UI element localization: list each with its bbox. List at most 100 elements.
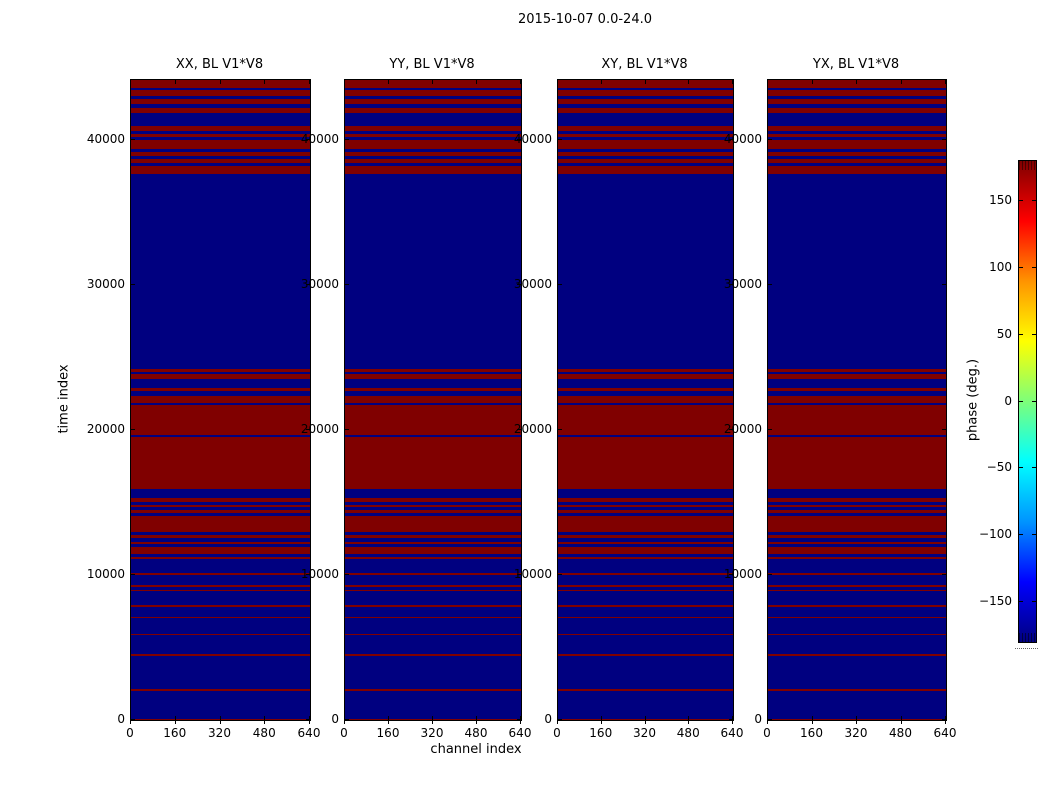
- colorbar-tick-mark: [1032, 534, 1036, 536]
- x-tick-label: 0: [763, 726, 771, 740]
- x-tick-mark: [264, 80, 266, 84]
- y-tick-mark: [558, 574, 562, 575]
- phase-band: [131, 589, 310, 592]
- phase-band: [131, 505, 310, 508]
- y-tick-mark: [517, 429, 521, 430]
- phase-band: [131, 633, 310, 636]
- phase-band: [558, 556, 733, 560]
- phase-band: [558, 515, 733, 532]
- heatmap-panel: [344, 79, 522, 721]
- x-tick-label: 480: [889, 726, 912, 740]
- x-tick-mark: [856, 80, 857, 84]
- phase-band: [558, 107, 733, 113]
- colorbar-segment-hatch-bottom: [1019, 633, 1036, 642]
- phase-band: [768, 547, 946, 555]
- phase-band: [768, 80, 946, 88]
- phase-band: [345, 395, 521, 403]
- phase-band: [768, 404, 946, 435]
- x-tick-mark: [520, 721, 521, 724]
- phase-band: [768, 653, 946, 656]
- phase-band: [345, 589, 521, 592]
- x-tick-label: 480: [252, 726, 276, 740]
- colorbar-tick-mark: [1019, 600, 1023, 602]
- phase-band: [768, 98, 946, 104]
- phase-band: [768, 572, 946, 575]
- phase-band: [558, 718, 733, 720]
- phase-band: [131, 404, 310, 435]
- colorbar-tick-mark: [1019, 200, 1023, 202]
- phase-band: [131, 535, 310, 539]
- phase-band: [558, 98, 733, 104]
- x-tick-mark: [688, 80, 690, 84]
- colorbar-tick-mark: [1019, 467, 1023, 469]
- x-tick-mark: [432, 80, 433, 84]
- phase-band: [131, 98, 310, 104]
- x-tick-mark: [309, 716, 310, 720]
- phase-band: [345, 541, 521, 545]
- x-tick-mark: [476, 716, 477, 720]
- phase-band: [558, 498, 733, 502]
- y-tick-mark: [517, 284, 521, 286]
- heatmap-panel: [767, 79, 947, 721]
- x-tick-mark: [945, 80, 946, 84]
- y-tick-mark: [517, 574, 521, 575]
- phase-band: [345, 151, 521, 157]
- y-tick-mark: [558, 429, 562, 430]
- phase-band: [768, 605, 946, 607]
- phase-band: [345, 547, 521, 555]
- x-tick-mark: [557, 721, 558, 724]
- heatmap-panel: [557, 79, 734, 721]
- x-tick-mark: [811, 721, 813, 724]
- phase-band: [131, 585, 310, 587]
- colorbar-tick-mark: [1032, 266, 1036, 268]
- phase-band: [131, 90, 310, 97]
- y-tick-mark: [729, 139, 733, 141]
- x-tick-mark: [767, 716, 768, 720]
- x-tick-label: 320: [633, 726, 656, 740]
- x-tick-mark: [557, 80, 558, 84]
- phase-band: [558, 633, 733, 636]
- phase-band: [558, 90, 733, 97]
- colorbar-tick-mark: [1019, 266, 1023, 268]
- x-tick-label: 320: [844, 726, 868, 740]
- x-tick-mark: [130, 80, 131, 84]
- x-tick-mark: [732, 721, 733, 724]
- y-tick-mark: [345, 429, 349, 430]
- x-tick-label: 640: [720, 726, 744, 740]
- x-tick-mark: [945, 721, 946, 724]
- phase-band: [768, 633, 946, 636]
- figure-suptitle: 2015-10-07 0.0-24.0: [518, 12, 652, 27]
- phase-band: [345, 368, 521, 372]
- phase-band: [131, 388, 310, 392]
- x-tick-mark: [344, 716, 345, 720]
- phase-band: [345, 98, 521, 104]
- y-tick-label: 10000: [513, 567, 552, 581]
- phase-band: [131, 498, 310, 502]
- x-tick-label: 480: [464, 726, 488, 740]
- y-tick-mark: [768, 429, 772, 430]
- y-tick-mark: [131, 139, 135, 141]
- colorbar-tick-mark: [1019, 333, 1023, 335]
- y-tick-mark: [729, 429, 733, 430]
- phase-band: [345, 605, 521, 607]
- phase-band: [345, 653, 521, 656]
- phase-band: [768, 510, 946, 513]
- y-tick-mark: [131, 574, 135, 575]
- phase-band: [131, 80, 310, 88]
- colorbar: [1018, 160, 1037, 643]
- x-tick-mark: [174, 80, 176, 84]
- phase-band: [558, 589, 733, 592]
- phase-band: [345, 572, 521, 575]
- phase-band: [768, 541, 946, 545]
- x-tick-mark: [767, 721, 768, 724]
- y-tick-mark: [345, 284, 349, 286]
- colorbar-tick-label: 100: [989, 259, 1012, 274]
- phase-band: [768, 107, 946, 113]
- x-tick-mark: [811, 716, 813, 720]
- phase-band: [345, 688, 521, 691]
- y-axis-label: time index: [56, 364, 72, 434]
- x-tick-mark: [900, 716, 902, 720]
- phase-band: [345, 515, 521, 532]
- x-tick-label: 0: [126, 726, 134, 740]
- y-tick-label: 40000: [513, 132, 552, 147]
